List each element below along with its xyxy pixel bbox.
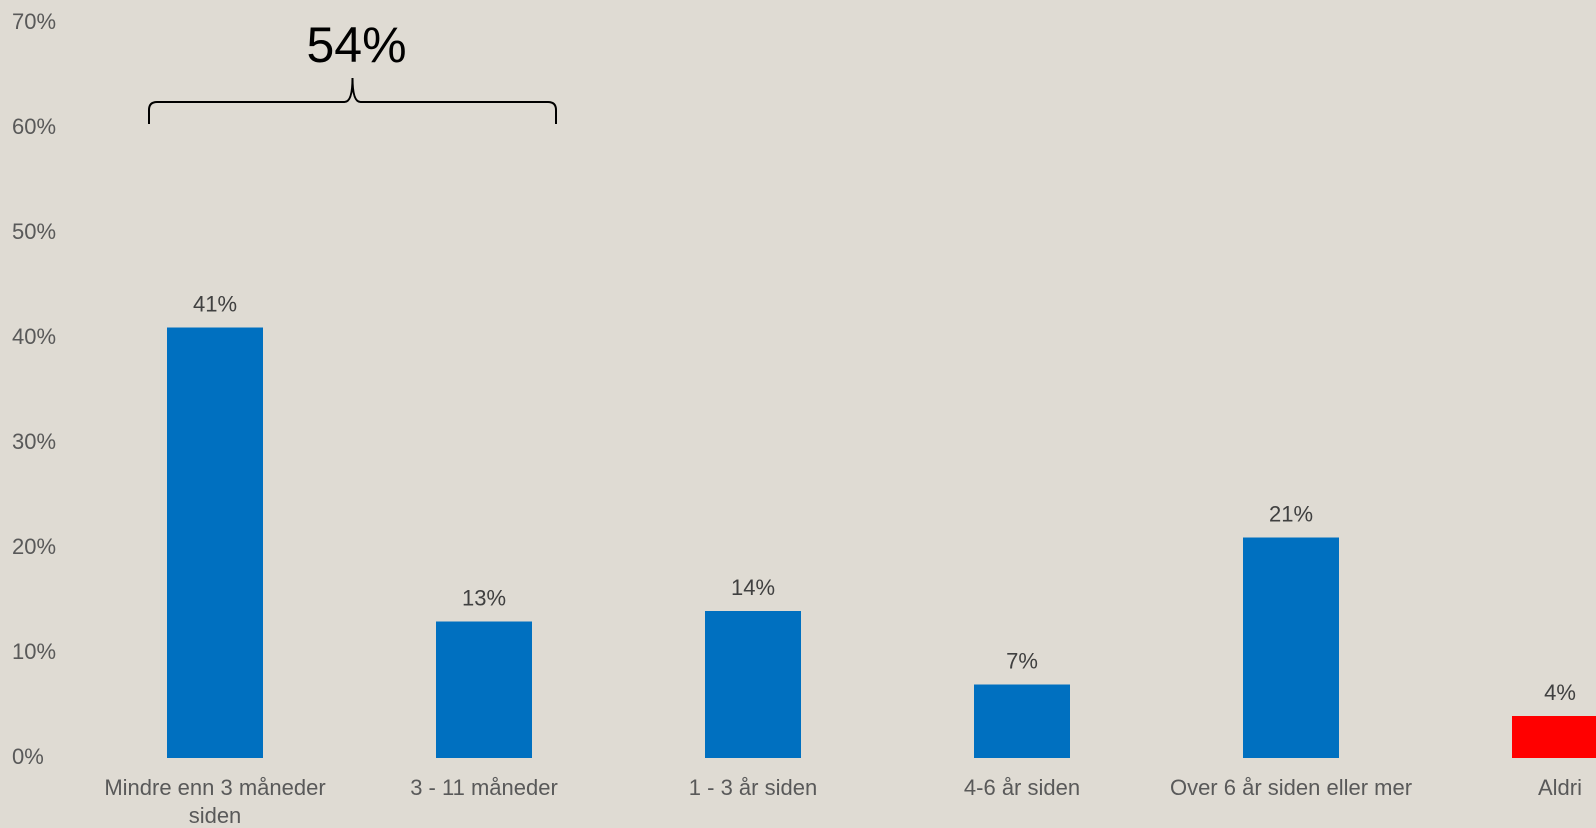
bracket-label: 54% <box>306 17 406 73</box>
bar <box>1243 537 1339 758</box>
data-label: 41% <box>193 292 237 317</box>
y-tick-label: 20% <box>12 534 56 559</box>
y-tick-label: 30% <box>12 429 56 454</box>
x-tick-label: Aldri <box>1538 775 1582 800</box>
y-tick-label: 70% <box>12 9 56 34</box>
data-label: 4% <box>1544 680 1576 705</box>
y-tick-label: 60% <box>12 114 56 139</box>
bar <box>1512 716 1596 758</box>
y-tick-label: 50% <box>12 219 56 244</box>
data-label: 7% <box>1006 649 1038 674</box>
data-label: 14% <box>731 575 775 600</box>
bar <box>436 621 532 758</box>
x-tick-label: Mindre enn 3 måneder <box>104 775 325 800</box>
data-label: 21% <box>1269 502 1313 527</box>
bar <box>705 611 801 758</box>
x-tick-label: 4-6 år siden <box>964 775 1080 800</box>
x-tick-label: siden <box>189 803 242 828</box>
y-tick-label: 0% <box>12 744 44 769</box>
bracket <box>148 77 557 124</box>
y-tick-label: 10% <box>12 639 56 664</box>
x-tick-label: 1 - 3 år siden <box>689 775 817 800</box>
bar <box>974 684 1070 758</box>
y-tick-label: 40% <box>12 324 56 349</box>
data-label: 13% <box>462 586 506 611</box>
x-tick-label: 3 - 11 måneder <box>410 775 558 800</box>
x-tick-label: Over 6 år siden eller mer <box>1170 775 1412 800</box>
bar <box>167 327 263 758</box>
